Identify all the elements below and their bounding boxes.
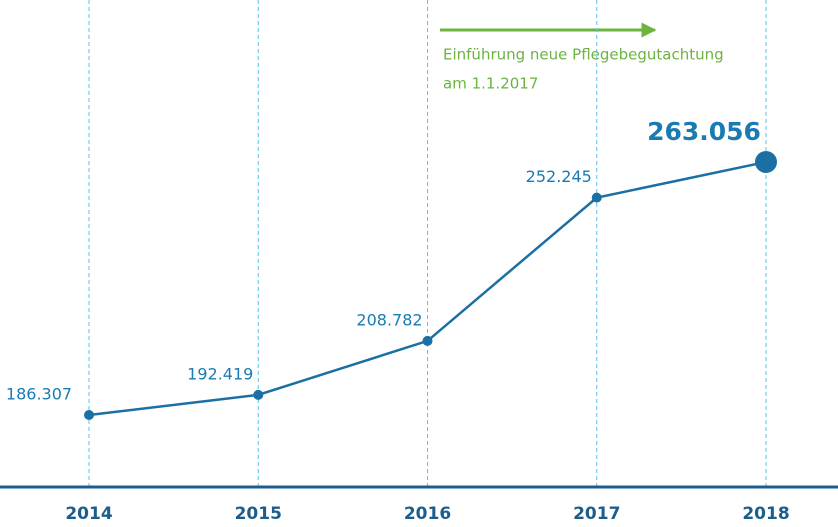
point: [253, 389, 264, 400]
annotation: am 1.1.2017: [443, 75, 538, 93]
point: [84, 410, 94, 421]
data-label: 252.245: [526, 167, 592, 186]
x-tick-label: 2015: [235, 504, 282, 524]
x-tick-label: 2018: [742, 504, 789, 524]
data-label: 192.419: [187, 364, 253, 383]
data-label: 186.307: [6, 385, 72, 404]
annotation: Einführung neue Pflegebegutachtung: [443, 46, 724, 64]
data-label: 208.782: [356, 310, 422, 329]
point: [755, 150, 777, 173]
data-label: 263.056: [647, 117, 761, 146]
x-tick-label: 2017: [573, 504, 620, 524]
x-tick-label: 2016: [404, 504, 451, 524]
point: [591, 192, 602, 203]
point: [422, 335, 433, 346]
x-tick-label: 2014: [65, 504, 112, 524]
